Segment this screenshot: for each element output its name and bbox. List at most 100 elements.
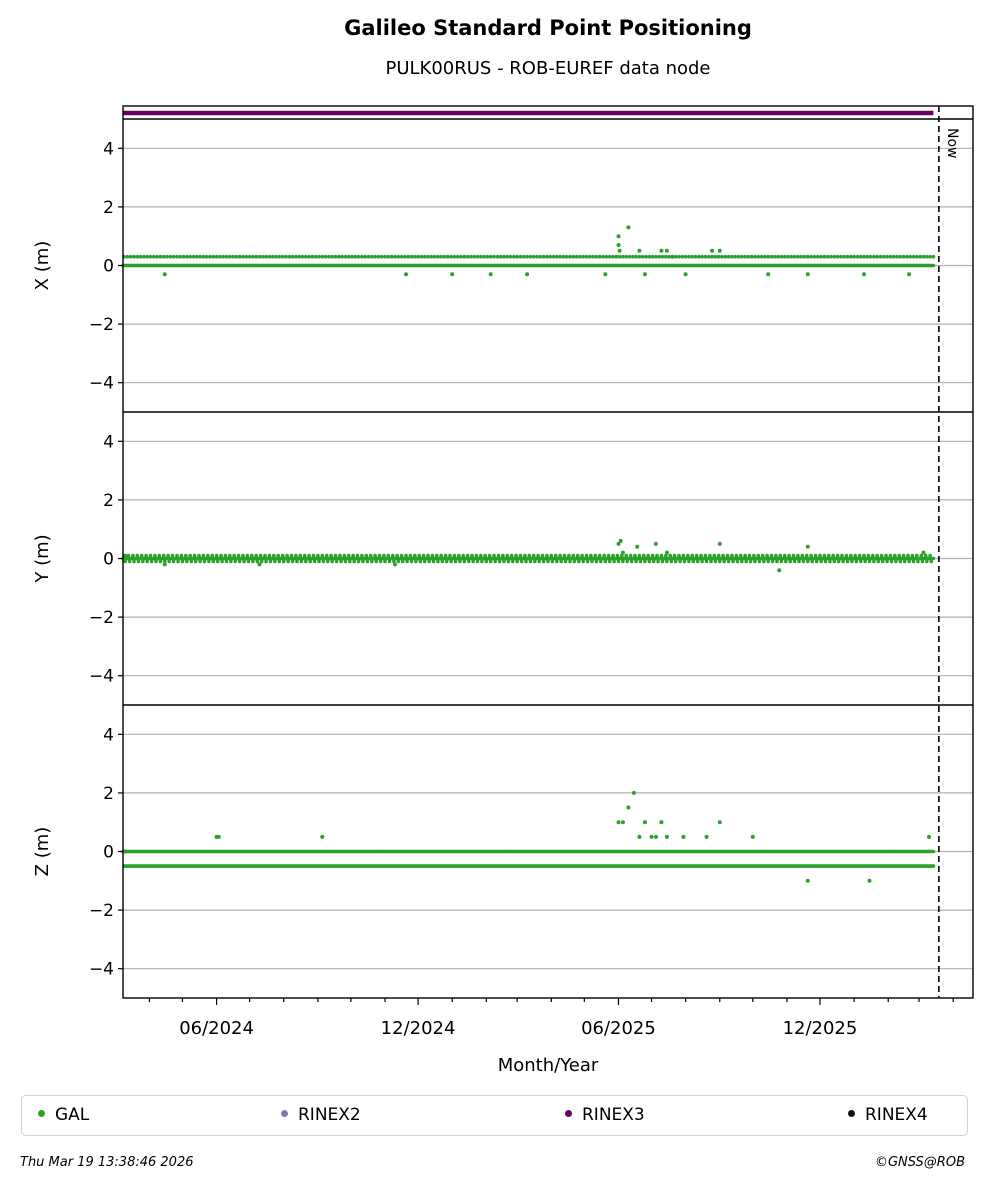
data-point-x [379, 254, 384, 259]
data-point-x [588, 254, 592, 259]
data-point-y [589, 553, 593, 558]
y-axis-label: X (m) [32, 241, 53, 291]
data-point-y [827, 553, 831, 558]
data-point-y [399, 553, 404, 558]
data-point-x [931, 263, 936, 268]
data-point-y [224, 559, 229, 564]
data-point-y [823, 559, 828, 564]
data-point-y [653, 541, 658, 546]
data-point-x [389, 254, 394, 259]
data-point-x [488, 272, 493, 277]
data-point-y [282, 559, 286, 564]
data-point-x [370, 254, 374, 259]
data-point-y [162, 562, 167, 567]
data-point-x [571, 254, 576, 259]
data-point-y [862, 553, 866, 558]
data-point-z [649, 834, 654, 839]
data-point-y [923, 553, 928, 558]
data-point-y [687, 559, 691, 564]
data-point-y [713, 559, 718, 564]
data-point-y [207, 559, 211, 564]
data-point-y [620, 550, 625, 555]
data-point-y [709, 559, 713, 564]
data-point-y [338, 553, 342, 558]
data-point-x [763, 254, 767, 259]
data-point-y [361, 559, 365, 564]
data-point-x [822, 254, 827, 259]
data-point-y [813, 553, 818, 558]
data-point-x [340, 254, 344, 259]
data-point-y [329, 553, 333, 558]
data-point-y [590, 559, 594, 564]
y-tick-label: −4 [89, 960, 114, 980]
data-point-y [753, 559, 757, 564]
data-point-y [893, 553, 897, 558]
data-point-x [320, 254, 325, 259]
data-point-y [360, 553, 364, 558]
data-point-y [643, 559, 647, 564]
data-point-y [660, 559, 665, 564]
data-point-x [505, 254, 510, 259]
data-point-x [475, 254, 480, 259]
data-point-x [888, 254, 893, 259]
data-point-x [214, 254, 219, 259]
data-point-z [717, 820, 722, 825]
data-point-y [286, 559, 291, 564]
data-point-y [599, 559, 603, 564]
data-point-y [568, 559, 572, 564]
data-point-y [735, 559, 740, 564]
data-point-x [667, 254, 671, 259]
data-point-y [664, 550, 669, 555]
data-point-y [814, 559, 819, 564]
data-point-y [726, 559, 731, 564]
data-point-y [743, 553, 747, 558]
data-point-y [126, 553, 131, 558]
data-point-x [462, 254, 467, 259]
data-point-x [396, 254, 401, 259]
data-point-z [664, 834, 669, 839]
data-point-x [224, 254, 229, 259]
data-point-y [699, 553, 703, 558]
data-point-x [185, 254, 189, 259]
data-point-y [131, 553, 135, 558]
data-point-y [818, 553, 822, 558]
data-point-y [725, 553, 730, 558]
data-point-y [880, 559, 885, 564]
data-point-y [553, 553, 558, 558]
data-point-y [289, 553, 294, 558]
data-point-x [472, 254, 477, 259]
data-point-y [703, 553, 708, 558]
data-point-y [228, 553, 232, 558]
data-point-y [524, 559, 528, 564]
data-point-y [311, 553, 316, 558]
data-point-y [541, 559, 546, 564]
data-point-x [726, 254, 731, 259]
data-point-x [624, 254, 628, 259]
data-point-x [175, 254, 179, 259]
data-point-y [691, 559, 696, 564]
data-point-y [474, 553, 479, 558]
data-point-y [259, 559, 264, 564]
footer-timestamp: Thu Mar 19 13:38:46 2026 [20, 1155, 194, 1170]
data-point-y [797, 559, 801, 564]
data-point-x [720, 254, 724, 259]
data-point-x [439, 254, 444, 259]
data-point-x [802, 254, 807, 259]
data-point-y [304, 559, 308, 564]
data-point-x [270, 254, 275, 259]
y-tick-label: 0 [103, 257, 114, 277]
data-point-y [427, 559, 431, 564]
data-point-y [607, 559, 612, 564]
data-point-y [421, 553, 426, 558]
data-point-z [620, 820, 625, 825]
data-point-y [148, 553, 153, 558]
data-point-x [642, 272, 647, 277]
data-point-y [378, 559, 383, 564]
data-point-y [352, 559, 357, 564]
data-point-x [564, 254, 569, 259]
data-point-y [471, 559, 475, 564]
data-point-x [383, 254, 387, 259]
data-point-z [931, 864, 936, 868]
data-point-x [535, 254, 539, 259]
data-point-y [220, 559, 224, 564]
